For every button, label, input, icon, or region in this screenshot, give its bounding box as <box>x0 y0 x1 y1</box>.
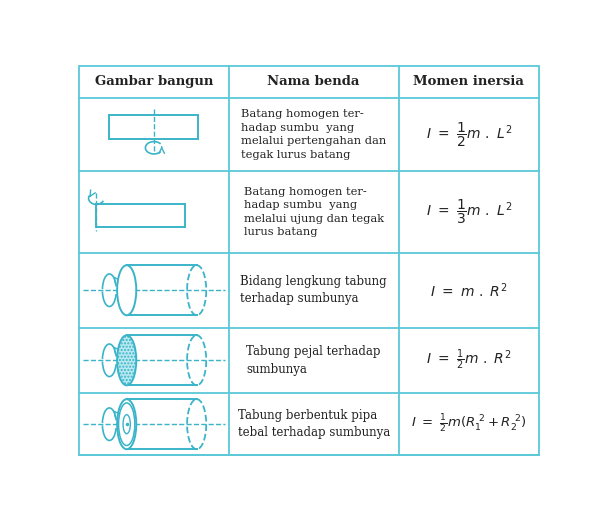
Text: Batang homogen ter-
hadap sumbu  yang
melalui ujung dan tegak
lurus batang: Batang homogen ter- hadap sumbu yang mel… <box>244 187 384 237</box>
Text: Batang homogen ter-
hadap sumbu  yang
melalui pertengahan dan
tegak lurus batang: Batang homogen ter- hadap sumbu yang mel… <box>241 109 387 160</box>
Text: $I\ =\ \dfrac{1}{2}m\ .\ L^2$: $I\ =\ \dfrac{1}{2}m\ .\ L^2$ <box>426 121 512 149</box>
Text: Momen inersia: Momen inersia <box>413 75 524 88</box>
Text: Bidang lengkung tabung
terhadap sumbunya: Bidang lengkung tabung terhadap sumbunya <box>241 275 387 305</box>
Text: $I\ =\ \dfrac{1}{3}m\ .\ L^2$: $I\ =\ \dfrac{1}{3}m\ .\ L^2$ <box>426 198 512 226</box>
Text: $I\ =\ m\ .\ R^2$: $I\ =\ m\ .\ R^2$ <box>430 281 508 299</box>
Ellipse shape <box>123 415 130 434</box>
Bar <box>109 116 198 138</box>
Bar <box>96 204 186 228</box>
Ellipse shape <box>117 399 136 449</box>
Text: $I\ =\ \frac{1}{2}m(R_1^{\ 2}+R_2^{\ 2})$: $I\ =\ \frac{1}{2}m(R_1^{\ 2}+R_2^{\ 2})… <box>411 413 526 436</box>
Text: $I\ =\ \frac{1}{2}m\ .\ R^2$: $I\ =\ \frac{1}{2}m\ .\ R^2$ <box>426 348 511 373</box>
Text: Tabung berbentuk pipa
tebal terhadap sumbunya: Tabung berbentuk pipa tebal terhadap sum… <box>238 409 390 440</box>
Ellipse shape <box>117 335 136 385</box>
Text: Nama benda: Nama benda <box>268 75 360 88</box>
Text: Tabung pejal terhadap
sumbunya: Tabung pejal terhadap sumbunya <box>247 345 381 376</box>
Text: Gambar bangun: Gambar bangun <box>95 75 213 88</box>
Ellipse shape <box>117 265 136 315</box>
